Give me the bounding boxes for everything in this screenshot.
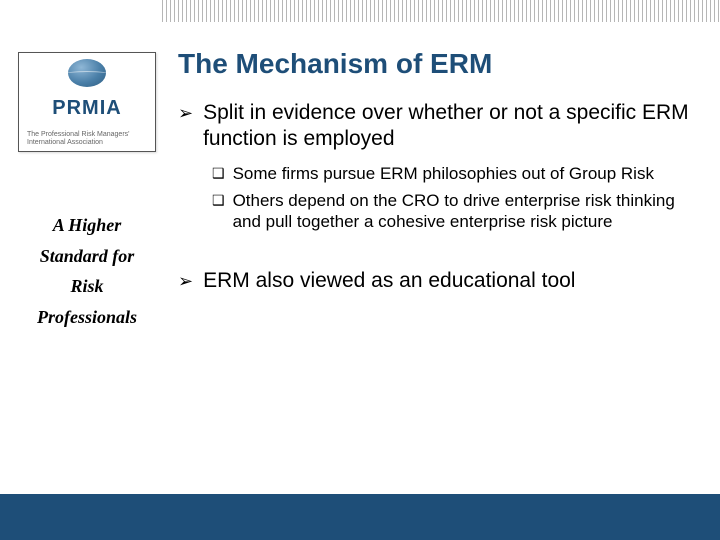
- square-bullet-icon: ❑: [212, 192, 225, 210]
- logo-subline: The Professional Risk Managers' Internat…: [25, 131, 149, 147]
- slide: PRMIA The Professional Risk Managers' In…: [0, 0, 720, 540]
- tagline-line: Professionals: [18, 302, 156, 333]
- bullet-level1: ➢ Split in evidence over whether or not …: [178, 100, 702, 153]
- top-tick-decoration: [162, 0, 720, 22]
- bullet-level2: ❑ Some firms pursue ERM philosophies out…: [212, 163, 702, 184]
- logo-top-row: [25, 59, 149, 87]
- tagline-line: Risk: [18, 271, 156, 302]
- tagline-line: Standard for: [18, 241, 156, 272]
- bullet-text: Some firms pursue ERM philosophies out o…: [233, 163, 654, 184]
- bullet-level1: ➢ ERM also viewed as an educational tool: [178, 268, 702, 294]
- logo-wordmark: PRMIA: [52, 97, 121, 120]
- bullet-text: Split in evidence over whether or not a …: [203, 100, 702, 153]
- footer-bar: [0, 494, 720, 540]
- page-title: The Mechanism of ERM: [178, 48, 702, 80]
- bullet-text: ERM also viewed as an educational tool: [203, 268, 575, 294]
- content-area: The Mechanism of ERM ➢ Split in evidence…: [178, 48, 702, 305]
- tagline: A Higher Standard for Risk Professionals: [18, 210, 156, 332]
- square-bullet-icon: ❑: [212, 165, 225, 183]
- tagline-line: A Higher: [18, 210, 156, 241]
- chevron-right-icon: ➢: [178, 102, 193, 125]
- globe-icon: [68, 59, 106, 87]
- logo-box: PRMIA The Professional Risk Managers' In…: [18, 52, 156, 152]
- bullet-level2: ❑ Others depend on the CRO to drive ente…: [212, 190, 702, 233]
- bullet-text: Others depend on the CRO to drive enterp…: [233, 190, 702, 233]
- spacer: [178, 238, 702, 268]
- chevron-right-icon: ➢: [178, 270, 193, 293]
